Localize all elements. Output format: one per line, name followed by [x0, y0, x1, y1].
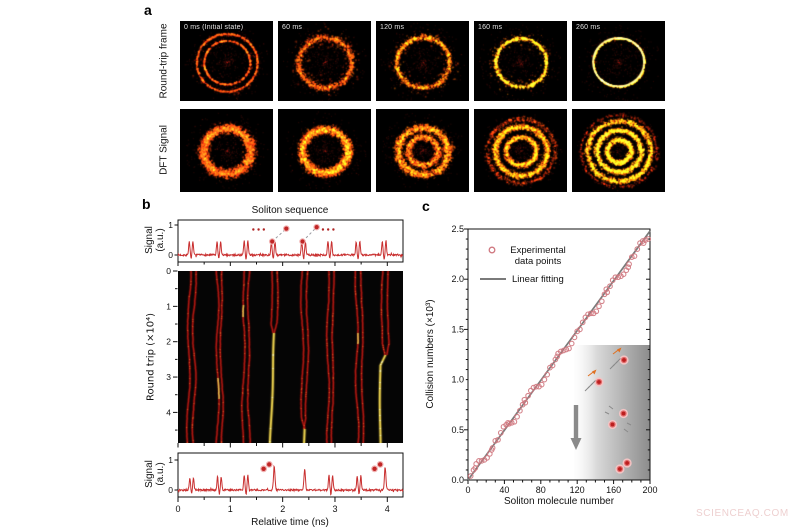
c-ytick-4: 2.0	[451, 274, 464, 284]
map-ytick-2: 2	[166, 337, 171, 347]
roundtrip-frame-image-1	[278, 21, 371, 101]
panel-c-label: c	[422, 198, 430, 214]
relative-time-plot: 1 0 0 1 2 3 4 Relative time (ns)	[168, 452, 404, 528]
c-xtick-4: 160	[606, 485, 621, 495]
panel-a-row2-label: DFT Signal	[158, 125, 170, 175]
map-ytick-0: 0	[166, 266, 171, 276]
frame-time-label-0: 0 ms (Initial state)	[184, 24, 244, 31]
frame-time-label-3: 160 ms	[478, 24, 503, 31]
frame-time-label-2: 120 ms	[380, 24, 405, 31]
roundtrip-frame-image-4	[572, 21, 665, 101]
c-legend-exp-line2: data points	[515, 256, 562, 267]
dft-signal-image-4	[572, 109, 665, 192]
panel-a-row1-label: Round-trip frame	[158, 23, 170, 99]
b-bot-ytick-0: 0	[168, 485, 173, 495]
b-bot-xtick-2: 2	[280, 504, 285, 514]
roundtrip-frame-image-3	[474, 21, 567, 101]
c-ytick-5: 2.5	[451, 224, 464, 234]
c-ytick-1: 0.5	[451, 425, 464, 435]
c-xlabel: Soliton molecule number	[504, 496, 615, 507]
c-data-layer	[464, 228, 652, 484]
c-legend-exp-line1: Experimental	[510, 245, 565, 256]
watermark: SCIENCEAQ.COM	[696, 508, 789, 519]
map-ytick-3: 3	[166, 372, 171, 382]
c-ylabel: Collision numbers (×10³)	[425, 299, 436, 408]
b-bottom-xlabel: Relative time (ns)	[251, 517, 329, 528]
b-top-title: Soliton sequence	[252, 205, 329, 216]
c-inset-layer	[570, 345, 650, 480]
roundtrip-frame-image-0	[180, 21, 273, 101]
panel-a-label: a	[144, 2, 152, 18]
frame-time-label-1: 60 ms	[282, 24, 303, 31]
b-bot-xtick-3: 3	[332, 504, 337, 514]
c-xtick-3: 120	[570, 485, 585, 495]
roundtrip-evolution-map	[178, 271, 403, 443]
b-top-ytick-1: 1	[168, 220, 173, 230]
c-ytick-0: 0.0	[451, 475, 464, 485]
panel-b-label: b	[142, 196, 151, 212]
dft-signal-image-1	[278, 109, 371, 192]
c-xtick-5: 200	[642, 485, 657, 495]
collision-scatter-plot: Collision numbers (×10³) Soliton molecul…	[425, 224, 658, 507]
dft-signal-image-3	[474, 109, 567, 192]
roundtrip-map-axes: 0 1 2 3 4	[166, 266, 388, 448]
b-top-ytick-0: 0	[168, 250, 173, 260]
c-legend-fit-label: Linear fitting	[512, 274, 564, 285]
map-ytick-1: 1	[166, 301, 171, 311]
map-ytick-4: 4	[166, 407, 171, 417]
dft-signal-image-2	[376, 109, 469, 192]
c-ytick-3: 1.5	[451, 324, 464, 334]
frame-time-label-4: 260 ms	[576, 24, 601, 31]
dft-signal-image-0	[180, 109, 273, 192]
roundtrip-frame-image-2	[376, 21, 469, 101]
c-xtick-2: 80	[536, 485, 546, 495]
b-bot-xtick-1: 1	[228, 504, 233, 514]
c-xtick-0: 0	[465, 485, 470, 495]
b-bot-ytick-1: 1	[168, 455, 173, 465]
soliton-sequence-plot: Soliton sequence 1 0	[168, 205, 404, 266]
c-ytick-2: 1.0	[451, 375, 464, 385]
b-bot-xtick-0: 0	[175, 504, 180, 514]
c-xtick-1: 40	[499, 485, 509, 495]
b-bot-xtick-4: 4	[385, 504, 390, 514]
